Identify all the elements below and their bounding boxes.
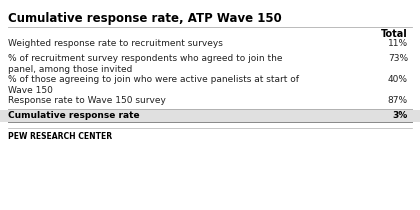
Text: % of those agreeing to join who were active panelists at start of
Wave 150: % of those agreeing to join who were act… <box>8 75 299 96</box>
Text: 40%: 40% <box>388 75 408 84</box>
Text: PEW RESEARCH CENTER: PEW RESEARCH CENTER <box>8 132 112 141</box>
Text: Cumulative response rate: Cumulative response rate <box>8 111 139 120</box>
Text: Weighted response rate to recruitment surveys: Weighted response rate to recruitment su… <box>8 39 223 48</box>
Text: 73%: 73% <box>388 54 408 63</box>
Text: % of recruitment survey respondents who agreed to join the
panel, among those in: % of recruitment survey respondents who … <box>8 54 283 75</box>
Text: Cumulative response rate, ATP Wave 150: Cumulative response rate, ATP Wave 150 <box>8 12 282 25</box>
Bar <box>0 110 420 122</box>
Text: 3%: 3% <box>393 111 408 120</box>
Text: Total: Total <box>381 29 408 39</box>
Text: 11%: 11% <box>388 39 408 48</box>
Text: 87%: 87% <box>388 96 408 105</box>
Text: Response rate to Wave 150 survey: Response rate to Wave 150 survey <box>8 96 166 105</box>
